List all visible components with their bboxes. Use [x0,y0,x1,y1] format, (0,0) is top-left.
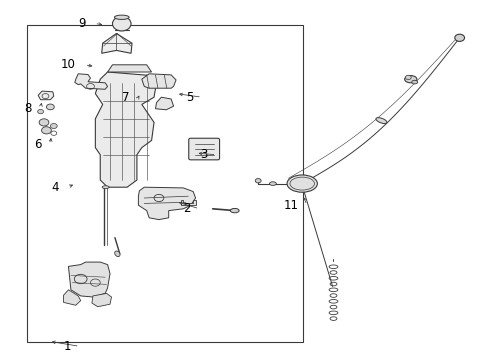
Ellipse shape [114,15,129,19]
Circle shape [405,75,410,80]
Polygon shape [68,262,110,297]
Polygon shape [181,200,195,205]
Text: 6: 6 [34,138,41,150]
Polygon shape [142,74,176,88]
Polygon shape [102,33,132,53]
Ellipse shape [375,118,386,123]
Circle shape [46,104,54,110]
Bar [27,25,303,342]
FancyBboxPatch shape [188,138,219,160]
Text: 8: 8 [24,102,32,114]
Polygon shape [38,91,54,100]
Polygon shape [155,97,173,110]
Circle shape [38,109,43,114]
Polygon shape [138,187,195,220]
Ellipse shape [115,251,120,257]
Circle shape [50,123,57,129]
Polygon shape [75,74,107,89]
Ellipse shape [269,182,276,185]
Circle shape [454,34,464,41]
Ellipse shape [255,179,261,183]
Text: 9: 9 [78,17,85,30]
Ellipse shape [112,17,131,31]
Polygon shape [95,72,156,187]
Ellipse shape [102,186,109,189]
Ellipse shape [230,208,239,213]
Ellipse shape [411,80,417,84]
Text: 10: 10 [61,58,76,71]
Text: 7: 7 [122,91,129,104]
Polygon shape [63,290,81,305]
Text: 3: 3 [200,148,207,161]
Text: 4: 4 [51,181,59,194]
Ellipse shape [404,76,416,83]
Polygon shape [107,65,151,72]
Text: 5: 5 [185,91,193,104]
Text: 1: 1 [63,340,71,353]
Circle shape [41,127,51,134]
Circle shape [39,119,49,126]
Polygon shape [92,293,111,307]
Text: 2: 2 [183,202,190,215]
Ellipse shape [286,175,317,192]
Text: 11: 11 [283,199,298,212]
